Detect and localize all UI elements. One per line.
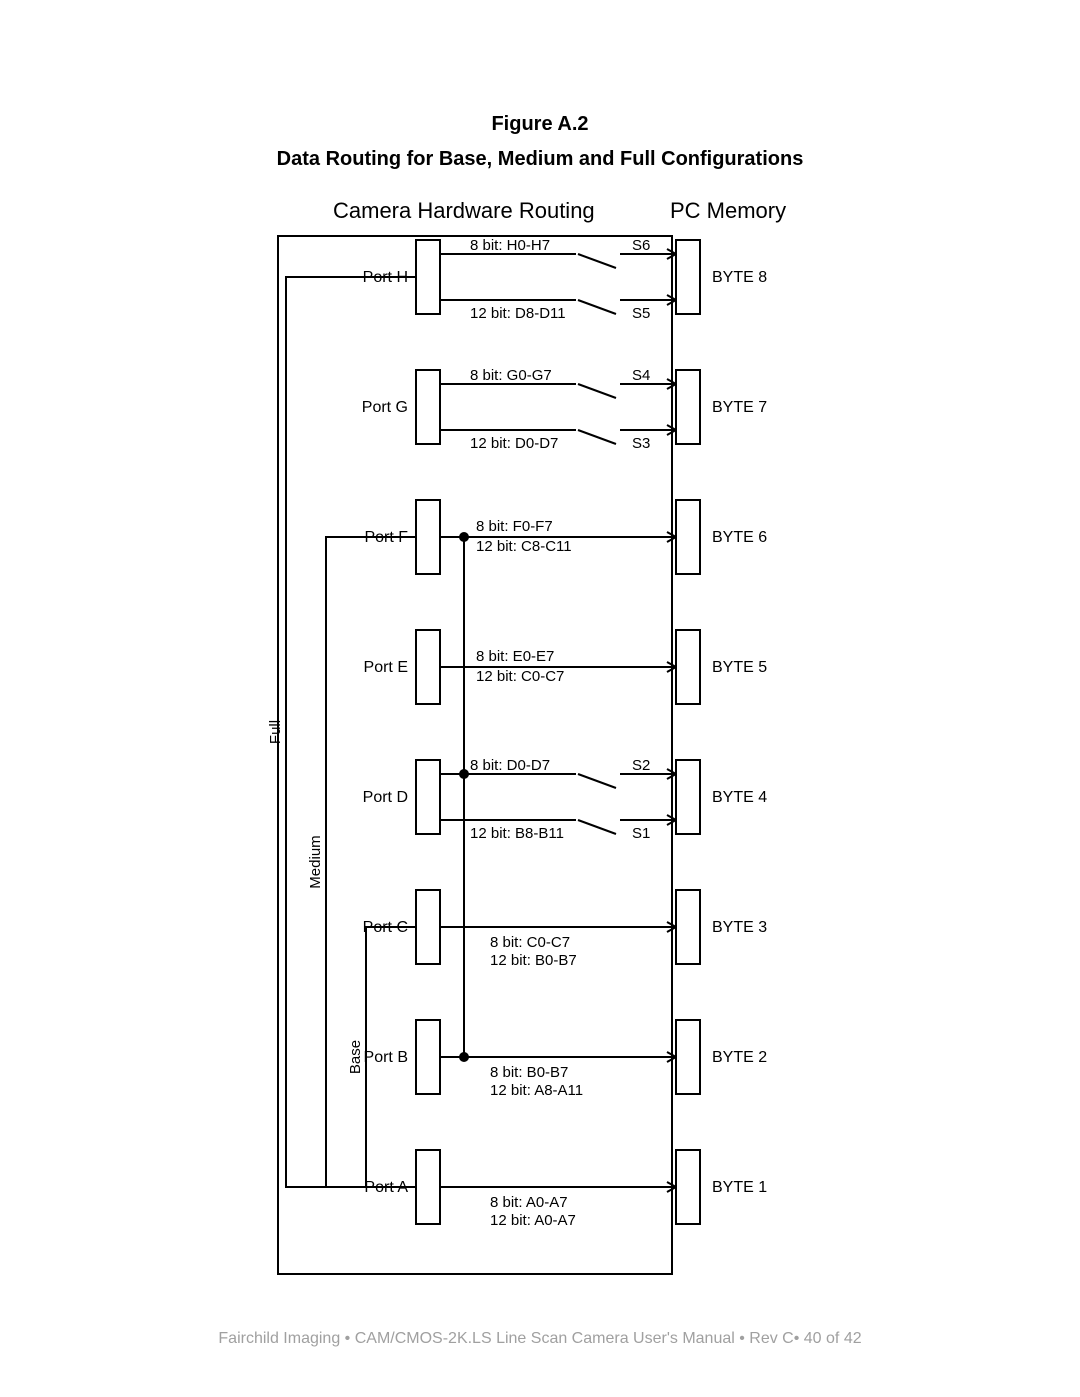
page: Figure A.2 Data Routing for Base, Medium… — [0, 0, 1080, 1397]
svg-text:12 bit: A8-A11: 12 bit: A8-A11 — [490, 1082, 583, 1099]
svg-text:Port D: Port D — [363, 789, 408, 806]
byte-box-H — [676, 240, 700, 314]
diagram: Port HBYTE 88 bit: H0-H712 bit: D8-D11S6… — [246, 230, 806, 1325]
svg-text:S3: S3 — [632, 435, 650, 452]
routing-outline — [278, 236, 672, 1274]
svg-text:BYTE 8: BYTE 8 — [712, 269, 767, 286]
byte-box-F — [676, 500, 700, 574]
svg-text:12 bit: A0-A7: 12 bit: A0-A7 — [490, 1212, 576, 1229]
port-box-G — [416, 370, 440, 444]
port-box-F — [416, 500, 440, 574]
port-box-E — [416, 630, 440, 704]
byte-box-B — [676, 1020, 700, 1094]
byte-box-C — [676, 890, 700, 964]
svg-text:BYTE 2: BYTE 2 — [712, 1049, 767, 1066]
svg-text:BYTE 3: BYTE 3 — [712, 919, 767, 936]
svg-text:BYTE 6: BYTE 6 — [712, 529, 767, 546]
svg-text:8 bit: D0-D7: 8 bit: D0-D7 — [470, 757, 550, 774]
header-right: PC Memory — [670, 198, 786, 224]
port-box-A — [416, 1150, 440, 1224]
svg-text:BYTE 1: BYTE 1 — [712, 1179, 767, 1196]
footer: Fairchild Imaging • CAM/CMOS-2K.LS Line … — [0, 1330, 1080, 1348]
byte-box-E — [676, 630, 700, 704]
header-left: Camera Hardware Routing — [333, 198, 595, 224]
svg-text:S1: S1 — [632, 825, 650, 842]
svg-text:8 bit: G0-G7: 8 bit: G0-G7 — [470, 367, 552, 384]
byte-box-G — [676, 370, 700, 444]
svg-text:12 bit: C8-C11: 12 bit: C8-C11 — [476, 538, 572, 555]
svg-text:12 bit: B0-B7: 12 bit: B0-B7 — [490, 952, 577, 969]
byte-box-A — [676, 1150, 700, 1224]
svg-text:8 bit: A0-A7: 8 bit: A0-A7 — [490, 1194, 568, 1211]
svg-text:Medium: Medium — [307, 835, 324, 888]
svg-text:BYTE 5: BYTE 5 — [712, 659, 767, 676]
svg-text:12 bit: D8-D11: 12 bit: D8-D11 — [470, 305, 566, 322]
svg-text:S4: S4 — [632, 367, 650, 384]
svg-text:BYTE 7: BYTE 7 — [712, 399, 767, 416]
svg-text:BYTE 4: BYTE 4 — [712, 789, 767, 806]
svg-text:12 bit: D0-D7: 12 bit: D0-D7 — [470, 435, 558, 452]
svg-text:S6: S6 — [632, 237, 650, 254]
svg-text:8 bit: C0-C7: 8 bit: C0-C7 — [490, 934, 570, 951]
svg-text:S5: S5 — [632, 305, 650, 322]
port-box-D — [416, 760, 440, 834]
port-box-C — [416, 890, 440, 964]
svg-text:S2: S2 — [632, 757, 650, 774]
port-box-B — [416, 1020, 440, 1094]
svg-text:Port B: Port B — [364, 1049, 408, 1066]
svg-text:12 bit: C0-C7: 12 bit: C0-C7 — [476, 668, 564, 685]
svg-text:8 bit: E0-E7: 8 bit: E0-E7 — [476, 648, 554, 665]
svg-text:8 bit: B0-B7: 8 bit: B0-B7 — [490, 1064, 568, 1081]
bracket-medium — [326, 537, 416, 1187]
byte-box-D — [676, 760, 700, 834]
svg-text:Port G: Port G — [362, 399, 408, 416]
svg-text:8 bit: H0-H7: 8 bit: H0-H7 — [470, 237, 550, 254]
svg-text:Base: Base — [347, 1040, 364, 1074]
svg-text:Full: Full — [267, 720, 284, 744]
svg-text:8 bit: F0-F7: 8 bit: F0-F7 — [476, 518, 553, 535]
svg-text:12 bit: B8-B11: 12 bit: B8-B11 — [470, 825, 564, 842]
figure-title: Data Routing for Base, Medium and Full C… — [0, 148, 1080, 171]
svg-text:Port E: Port E — [364, 659, 408, 676]
port-box-H — [416, 240, 440, 314]
figure-number: Figure A.2 — [0, 113, 1080, 136]
